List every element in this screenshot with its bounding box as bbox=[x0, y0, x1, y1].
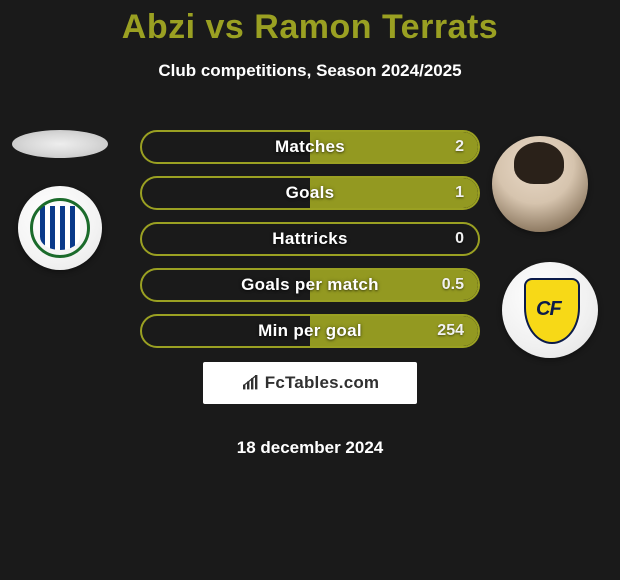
stat-fill-right bbox=[310, 178, 478, 208]
leganes-icon bbox=[30, 198, 90, 258]
stat-label: Matches bbox=[275, 137, 345, 157]
player-left-avatar bbox=[12, 130, 108, 158]
villarreal-icon bbox=[518, 274, 582, 346]
stat-bar-goals: Goals 1 bbox=[140, 176, 480, 210]
subtitle: Club competitions, Season 2024/2025 bbox=[0, 61, 620, 81]
branding-badge: FcTables.com bbox=[203, 362, 417, 404]
stat-label: Goals per match bbox=[241, 275, 379, 295]
date-label: 18 december 2024 bbox=[0, 438, 620, 458]
stat-bar-hattricks: Hattricks 0 bbox=[140, 222, 480, 256]
club-left-crest bbox=[18, 186, 102, 270]
stat-bar-matches: Matches 2 bbox=[140, 130, 480, 164]
bar-chart-icon bbox=[241, 375, 261, 391]
comparison-infographic: Abzi vs Ramon Terrats Club competitions,… bbox=[0, 8, 620, 580]
stat-value-right: 0.5 bbox=[442, 276, 464, 294]
stat-label: Hattricks bbox=[272, 229, 347, 249]
player-right-avatar bbox=[492, 136, 588, 232]
stat-value-right: 1 bbox=[455, 184, 464, 202]
stat-value-right: 254 bbox=[437, 322, 464, 340]
stat-bar-goals-per-match: Goals per match 0.5 bbox=[140, 268, 480, 302]
stat-value-right: 2 bbox=[455, 138, 464, 156]
stat-label: Min per goal bbox=[258, 321, 362, 341]
stat-bar-min-per-goal: Min per goal 254 bbox=[140, 314, 480, 348]
branding-label: FcTables.com bbox=[265, 373, 380, 393]
stat-label: Goals bbox=[286, 183, 335, 203]
stat-value-right: 0 bbox=[455, 230, 464, 248]
club-right-crest bbox=[502, 262, 598, 358]
page-title: Abzi vs Ramon Terrats bbox=[0, 8, 620, 47]
stats-list: Matches 2 Goals 1 Hattricks 0 Goals per … bbox=[140, 130, 480, 360]
